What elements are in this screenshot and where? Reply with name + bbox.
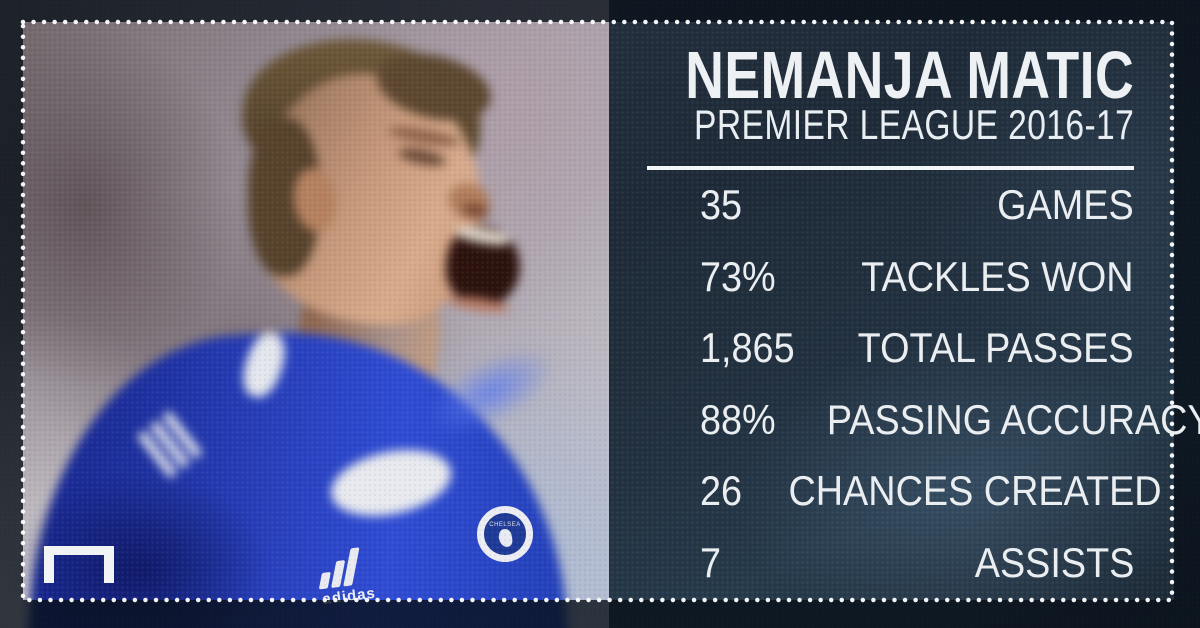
- stat-row-chances-created: 26 CHANCES CREATED: [700, 467, 1161, 515]
- stats-table: 35 GAMES 73% TACKLES WON 1,865 TOTAL PAS…: [700, 184, 1200, 586]
- chelsea-lion-icon: [497, 527, 513, 548]
- stat-row-assists: 7 ASSISTS: [700, 538, 1134, 586]
- stat-value: 88%: [700, 395, 776, 443]
- chelsea-badge-icon: CHELSEA: [477, 506, 533, 562]
- stat-label: CHANCES CREATED: [788, 467, 1162, 515]
- player-name-title: NEMANJA MATIC: [685, 38, 1134, 113]
- stat-label: TOTAL PASSES: [858, 324, 1134, 372]
- stat-label: GAMES: [997, 181, 1134, 228]
- stat-row-total-passes: 1,865 TOTAL PASSES: [700, 327, 1134, 369]
- stat-value: 35: [700, 181, 743, 228]
- chelsea-badge-text: CHELSEA: [489, 521, 521, 528]
- adidas-stripes-icon: [317, 545, 375, 590]
- player-photo: CHELSEA adidas: [0, 0, 609, 628]
- stat-value: 1,865: [700, 324, 795, 372]
- goal-frame-icon: [44, 546, 114, 583]
- stat-label: PASSING ACCURACY: [826, 395, 1200, 443]
- season-subtitle: PREMIER LEAGUE 2016-17: [693, 101, 1134, 148]
- stat-value: 7: [700, 538, 722, 586]
- stat-value: 26: [700, 467, 743, 515]
- stat-row-passing-accuracy: 88% PASSING ACCURACY: [700, 395, 1200, 443]
- stat-row-games: 35 GAMES: [700, 184, 1134, 226]
- stat-value: 73%: [700, 252, 776, 300]
- title-divider: [647, 166, 1134, 170]
- stat-row-tackles-won: 73% TACKLES WON: [700, 252, 1134, 300]
- stat-label: TACKLES WON: [861, 252, 1134, 300]
- stat-label: ASSISTS: [974, 538, 1134, 586]
- adidas-logo: adidas: [317, 545, 377, 608]
